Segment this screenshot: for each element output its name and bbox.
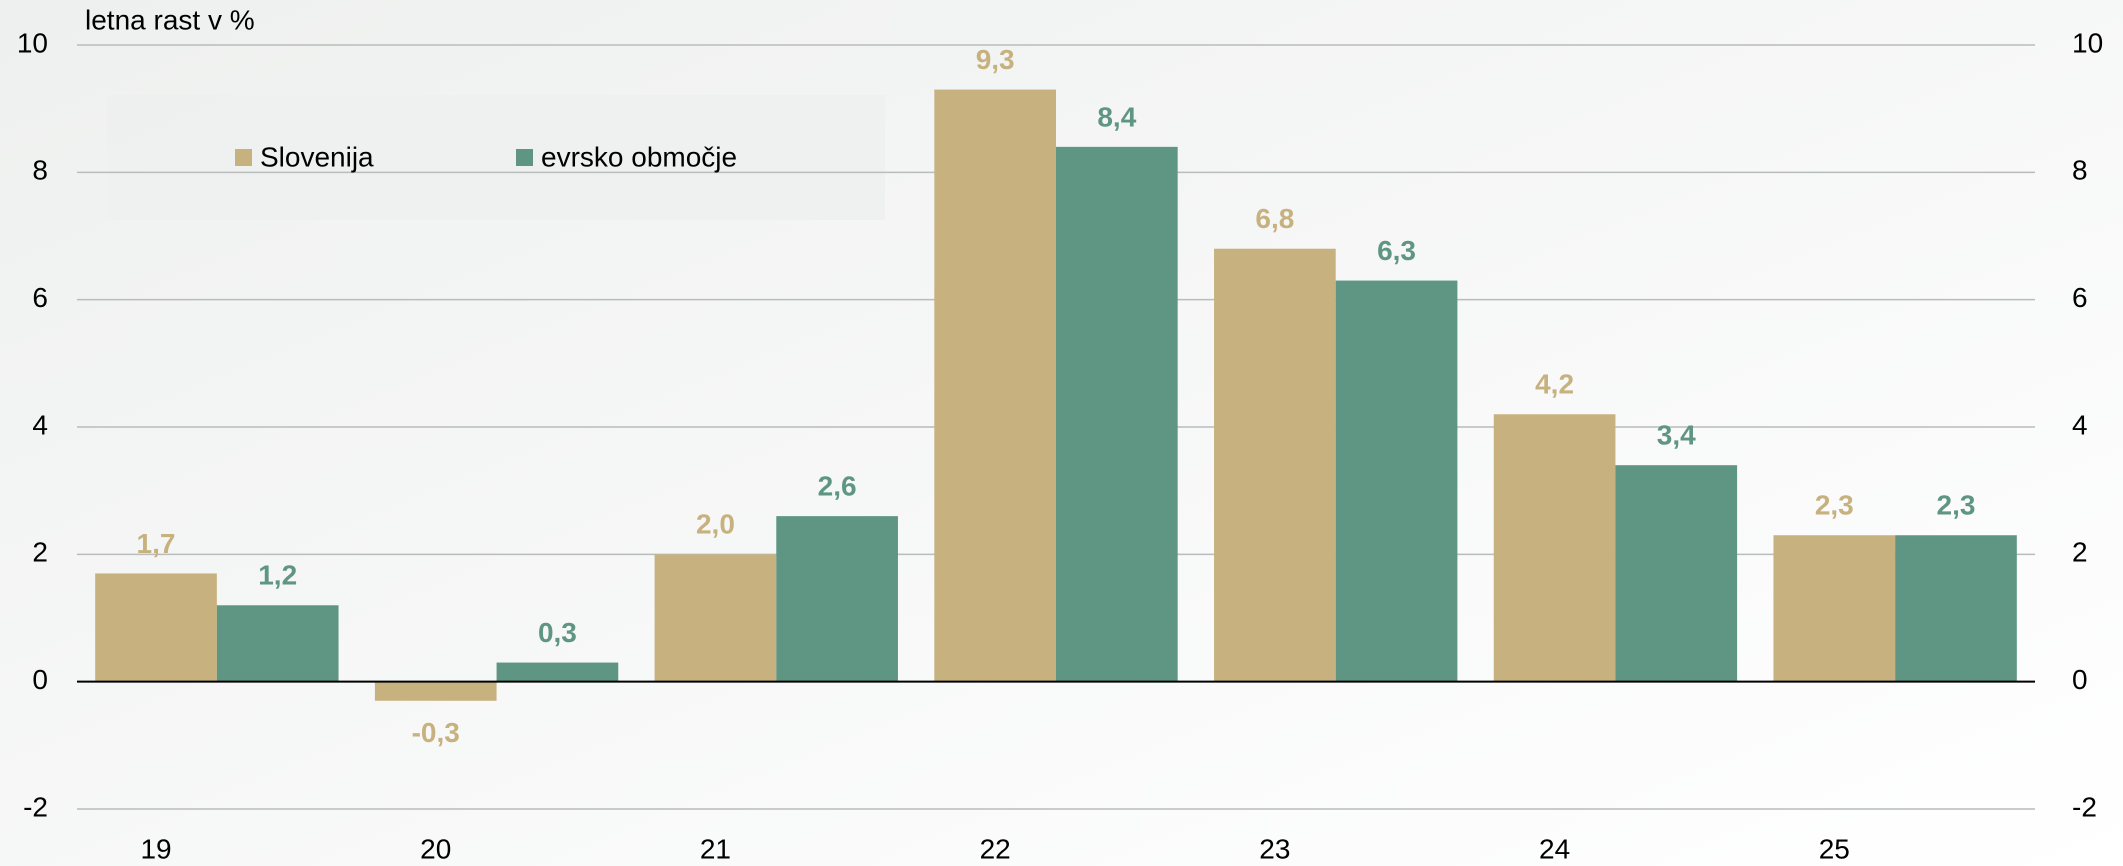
value-label: 1,2 xyxy=(258,560,297,591)
y2-tick-label: 6 xyxy=(2072,282,2088,313)
y-tick-label: 8 xyxy=(32,155,48,186)
bar xyxy=(1335,280,1458,682)
value-label: 1,7 xyxy=(137,528,176,559)
bar xyxy=(216,605,339,682)
y2-tick-label: -2 xyxy=(2072,791,2097,822)
y2-tick-label: 2 xyxy=(2072,537,2088,568)
value-label: 4,2 xyxy=(1535,369,1574,400)
bar xyxy=(95,573,217,682)
legend-swatch xyxy=(516,149,533,166)
bar xyxy=(654,554,777,682)
x-tick-label: 19 xyxy=(140,833,171,864)
bar xyxy=(1615,465,1738,682)
value-label: 9,3 xyxy=(976,44,1015,75)
value-label: 3,4 xyxy=(1657,420,1696,451)
bar xyxy=(776,516,898,682)
bar xyxy=(1214,248,1336,682)
bar xyxy=(1773,535,1896,682)
bar xyxy=(496,662,619,682)
legend-label: Slovenija xyxy=(260,141,374,172)
legend-swatch xyxy=(235,149,252,166)
bar xyxy=(934,89,1056,682)
y2-tick-label: 8 xyxy=(2072,155,2088,186)
y-tick-label: 10 xyxy=(17,27,48,58)
y-axis-label: letna rast v % xyxy=(85,4,255,35)
x-tick-label: 22 xyxy=(980,833,1011,864)
x-tick-label: 23 xyxy=(1259,833,1290,864)
value-label: 6,3 xyxy=(1377,235,1416,266)
value-label: 2,0 xyxy=(696,509,735,540)
legend-box xyxy=(107,95,885,220)
y2-tick-label: 0 xyxy=(2072,664,2088,695)
legend-label: evrsko območje xyxy=(541,141,737,172)
x-tick-label: 20 xyxy=(420,833,451,864)
y2-tick-label: 4 xyxy=(2072,409,2088,440)
x-tick-label: 24 xyxy=(1539,833,1570,864)
y-tick-label: 0 xyxy=(32,664,48,695)
bar xyxy=(1895,535,2017,682)
value-label: 2,3 xyxy=(1815,490,1854,521)
value-label: 8,4 xyxy=(1097,101,1136,132)
y-tick-label: -2 xyxy=(23,791,48,822)
x-tick-label: 21 xyxy=(700,833,731,864)
x-tick-label: 25 xyxy=(1819,833,1850,864)
value-label: 2,6 xyxy=(818,471,857,502)
value-label: -0,3 xyxy=(412,717,460,748)
value-label: 2,3 xyxy=(1937,490,1976,521)
bar xyxy=(374,681,497,701)
bar xyxy=(1493,414,1616,682)
y-tick-label: 2 xyxy=(32,537,48,568)
y-tick-label: 6 xyxy=(32,282,48,313)
value-label: 0,3 xyxy=(538,617,577,648)
value-label: 6,8 xyxy=(1255,203,1294,234)
y2-tick-label: 10 xyxy=(2072,27,2103,58)
bar xyxy=(1056,146,1178,682)
y-tick-label: 4 xyxy=(32,409,48,440)
